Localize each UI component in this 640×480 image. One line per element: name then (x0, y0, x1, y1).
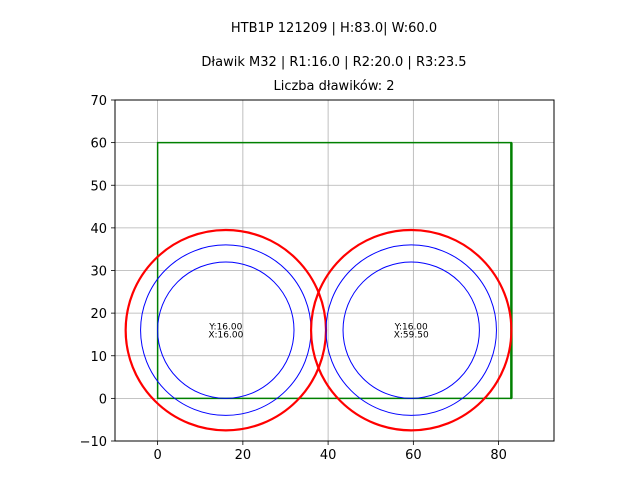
y-tick-label-5: 40 (90, 222, 107, 237)
x-tick-label-1: 20 (235, 448, 252, 463)
chart-title-line-2: Dławik M32 | R1:16.0 | R2:20.0 | R3:23.5 (201, 55, 466, 70)
gland-1-circle-r1 (157, 261, 295, 399)
gland-2-circle-r3 (309, 228, 513, 432)
gland-2-label-x: X:59.50 (394, 331, 429, 341)
chart-title-line-3: Liczba dławików: 2 (273, 79, 394, 94)
gland-2-label-y: Y:16.00 (394, 323, 428, 333)
plot-area: Y:16.00X:16.00Y:16.00X:59.50 (124, 141, 513, 432)
x-tick-label-3: 60 (405, 448, 422, 463)
y-tick-label-4: 30 (90, 265, 107, 280)
y-tick-label-3: 20 (90, 307, 107, 322)
y-tick-label-1: 0 (99, 392, 107, 407)
axis-ticks: 0 20 40 60 80 −10 0 10 20 30 40 50 60 70 (80, 94, 507, 463)
x-tick-label-0: 0 (153, 448, 161, 463)
gland-2-circle-r1 (342, 261, 480, 399)
y-tick-label-6: 50 (90, 179, 107, 194)
y-tick-label-0: −10 (80, 435, 107, 450)
y-tick-label-2: 10 (90, 350, 107, 365)
x-tick-label-4: 80 (490, 448, 507, 463)
y-tick-label-8: 70 (90, 94, 107, 109)
gland-1-label-x: X:16.00 (208, 331, 243, 341)
gland-1-label-y: Y:16.00 (208, 323, 242, 333)
chart-title-line-1: HTB1P 121209 | H:83.0| W:60.0 (231, 21, 437, 36)
x-tick-label-2: 40 (320, 448, 337, 463)
gland-2-circle-r2 (325, 244, 497, 416)
y-tick-label-7: 60 (90, 137, 107, 152)
